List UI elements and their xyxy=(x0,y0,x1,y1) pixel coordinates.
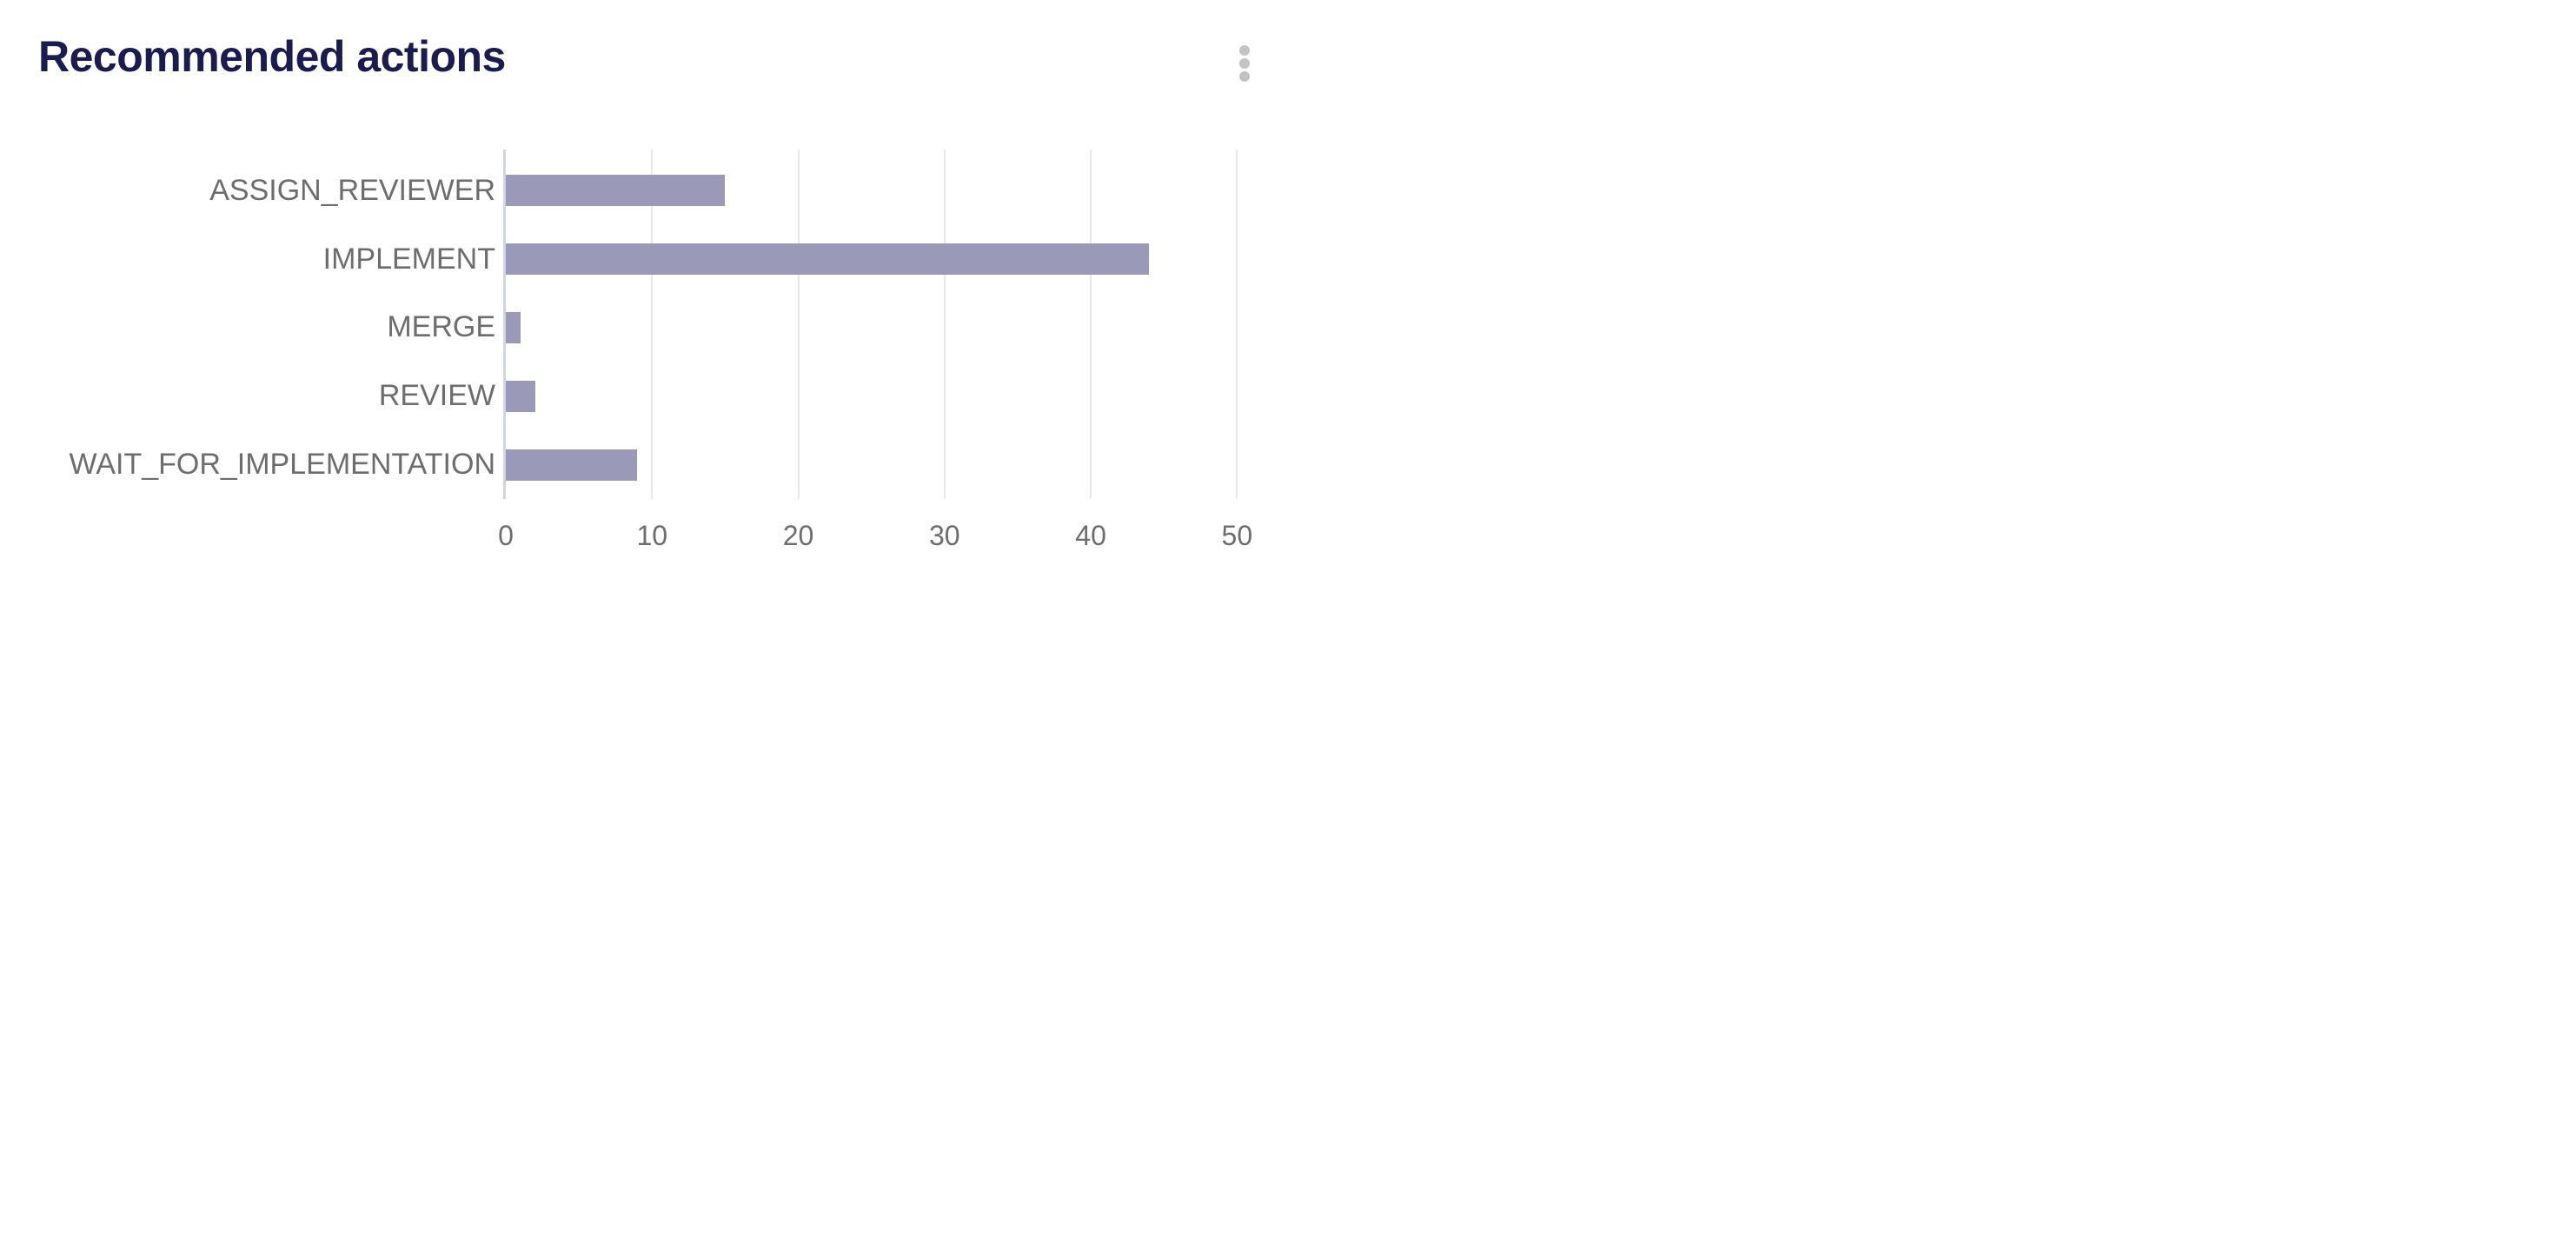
bar-implement[interactable] xyxy=(506,243,1150,276)
gridline-x10 xyxy=(651,150,654,499)
chart-title: Recommended actions xyxy=(38,32,506,81)
x-tick-label: 10 xyxy=(636,520,668,551)
y-axis-line xyxy=(503,150,506,499)
kebab-menu-button[interactable] xyxy=(1220,35,1269,92)
bar-wait_for_implementation[interactable] xyxy=(506,449,638,481)
plot-area xyxy=(503,150,1266,499)
chart-row: IMPLEMENT xyxy=(0,225,1266,294)
bar-merge[interactable] xyxy=(506,311,521,343)
bar-review[interactable] xyxy=(506,380,535,412)
bar-assign_reviewer[interactable] xyxy=(506,175,726,207)
bar-track xyxy=(506,225,1266,294)
chart-row: MERGE xyxy=(0,294,1266,362)
chart-row: ASSIGN_REVIEWER xyxy=(0,156,1266,225)
chart-row: WAIT_FOR_IMPLEMENTATION xyxy=(0,430,1266,499)
kebab-menu-icon xyxy=(1239,45,1250,82)
kebab-dot xyxy=(1239,58,1250,69)
gridline-x50 xyxy=(1236,150,1238,499)
x-tick-label: 0 xyxy=(498,520,514,551)
category-label: ASSIGN_REVIEWER xyxy=(209,173,495,207)
gridline-x30 xyxy=(943,150,946,499)
x-axis-ticks: 0 10 20 30 40 50 xyxy=(498,520,1266,555)
kebab-dot xyxy=(1239,45,1250,56)
category-label: REVIEW xyxy=(378,379,495,413)
x-tick-label: 30 xyxy=(929,520,960,551)
category-label: MERGE xyxy=(387,310,495,344)
x-tick-label: 40 xyxy=(1075,520,1106,551)
category-label: WAIT_FOR_IMPLEMENTATION xyxy=(69,448,495,482)
gridline-x40 xyxy=(1090,150,1092,499)
bar-track xyxy=(506,294,1266,362)
bar-track xyxy=(506,430,1266,499)
x-tick-label: 20 xyxy=(782,520,814,551)
kebab-dot xyxy=(1239,71,1250,82)
x-tick-label: 50 xyxy=(1221,520,1253,551)
bar-chart: ASSIGN_REVIEWER IMPLEMENT MERGE REVIEW WAIT_… xyxy=(0,156,1266,499)
chart-row: REVIEW xyxy=(0,362,1266,430)
chart-card: Recommended actions ASSIGN_REVIEWER IMPLE… xyxy=(0,0,1288,628)
bar-track xyxy=(506,156,1266,225)
gridline-x20 xyxy=(797,150,800,499)
bar-track xyxy=(506,362,1266,430)
category-label: IMPLEMENT xyxy=(322,242,495,276)
